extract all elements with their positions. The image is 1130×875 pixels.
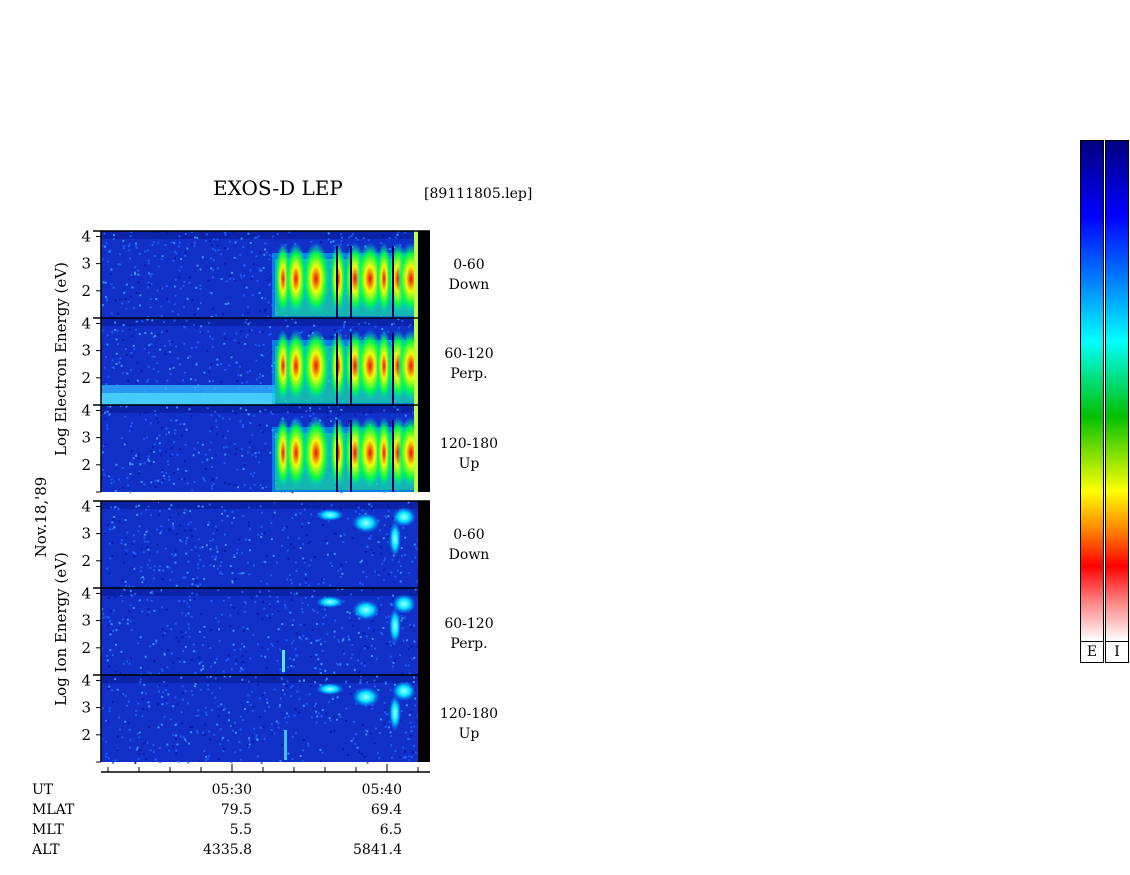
y-tick-label: 4 bbox=[81, 227, 91, 245]
ion-axis-label: Log Ion Energy (eV) bbox=[52, 552, 70, 706]
colorbar-label-e: E bbox=[1080, 641, 1104, 663]
electron-colorbar bbox=[1080, 140, 1104, 642]
y-tick-label: 2 bbox=[81, 369, 91, 387]
y-tick-label: 4 bbox=[81, 314, 91, 332]
ion-colorbar bbox=[1105, 140, 1129, 642]
direction: Up bbox=[458, 456, 480, 472]
y-tick-label: 2 bbox=[81, 552, 91, 570]
ut-value: 05:40 bbox=[361, 782, 402, 798]
ion-panel-down bbox=[93, 500, 430, 590]
mlt-label: MLT bbox=[32, 822, 64, 838]
y-tick-label: 2 bbox=[81, 639, 91, 657]
direction: Perp. bbox=[450, 636, 488, 652]
mlat-value: 79.5 bbox=[220, 802, 252, 818]
alt-label: ALT bbox=[32, 842, 60, 858]
ut-value: 05:30 bbox=[211, 782, 252, 798]
mlat-value: 69.4 bbox=[370, 802, 402, 818]
y-tick-label: 4 bbox=[81, 497, 91, 515]
ephemeris-names: UT MLAT MLT ALT bbox=[32, 780, 74, 860]
ion-panel-2-label: 60-120 Perp. bbox=[434, 614, 504, 654]
mlt-value: 6.5 bbox=[379, 822, 402, 838]
electron-axis-label: Log Electron Energy (eV) bbox=[52, 262, 70, 456]
y-tick-label: 3 bbox=[81, 255, 91, 273]
ion-panel-1-label: 0-60 Down bbox=[434, 525, 504, 565]
mlat-label: MLAT bbox=[32, 802, 75, 818]
y-tick-label: 2 bbox=[81, 456, 91, 474]
y-tick-label: 4 bbox=[81, 671, 91, 689]
y-tick-label: 2 bbox=[81, 282, 91, 300]
ephemeris-col-2: 05:40 69.4 6.5 5841.4 bbox=[330, 780, 402, 860]
alt-value: 5841.4 bbox=[353, 842, 402, 858]
electron-panel-1-label: 0-60 Down bbox=[434, 255, 504, 295]
y-tick-label: 4 bbox=[81, 584, 91, 602]
pitch-angle: 60-120 bbox=[444, 346, 494, 362]
electron-panel-2-label: 60-120 Perp. bbox=[434, 344, 504, 384]
alt-value: 4335.8 bbox=[203, 842, 252, 858]
y-tick-label: 3 bbox=[81, 429, 91, 447]
pitch-angle: 120-180 bbox=[439, 436, 499, 452]
electron-panel-up bbox=[93, 404, 430, 494]
pitch-angle: 60-120 bbox=[444, 616, 494, 632]
electron-panel-down bbox=[93, 230, 430, 320]
pitch-angle: 0-60 bbox=[453, 527, 485, 543]
y-tick-label: 3 bbox=[81, 342, 91, 360]
y-tick-label: 2 bbox=[81, 726, 91, 744]
electron-panel-3-label: 120-180 Up bbox=[434, 434, 504, 474]
chart-title: EXOS-D LEP bbox=[213, 176, 343, 200]
ephemeris-col-1: 05:30 79.5 5.5 4335.8 bbox=[180, 780, 252, 860]
ion-panel-perp bbox=[93, 587, 430, 677]
ion-panel-up bbox=[93, 674, 430, 764]
direction: Down bbox=[448, 277, 490, 293]
colorbar-label-i: I bbox=[1105, 641, 1129, 663]
ut-label: UT bbox=[32, 782, 54, 798]
y-tick-label: 3 bbox=[81, 699, 91, 717]
date-label: Nov.18,'89 bbox=[32, 476, 50, 558]
direction: Up bbox=[458, 726, 480, 742]
y-tick-label: 4 bbox=[81, 401, 91, 419]
y-tick-label: 3 bbox=[81, 612, 91, 630]
pitch-angle: 0-60 bbox=[453, 257, 485, 273]
ion-panel-3-label: 120-180 Up bbox=[434, 704, 504, 744]
mlt-value: 5.5 bbox=[229, 822, 252, 838]
y-tick-label: 3 bbox=[81, 525, 91, 543]
direction: Perp. bbox=[450, 366, 488, 382]
file-name: [89111805.lep] bbox=[424, 186, 533, 202]
direction: Down bbox=[448, 547, 490, 563]
pitch-angle: 120-180 bbox=[439, 706, 499, 722]
electron-panel-perp bbox=[93, 317, 430, 407]
